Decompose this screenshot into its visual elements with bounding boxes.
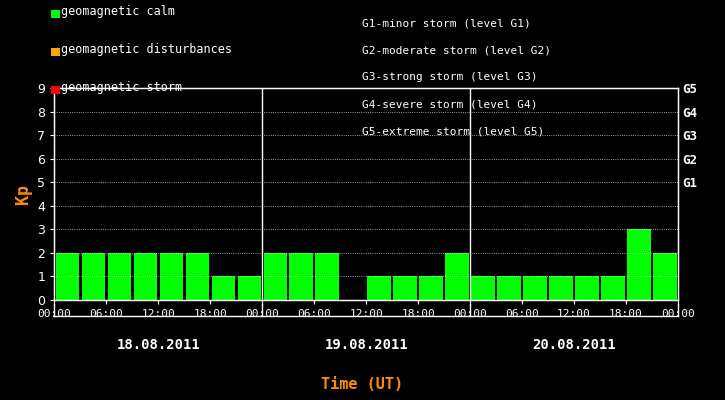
Bar: [186, 253, 209, 300]
Text: geomagnetic calm: geomagnetic calm: [61, 6, 175, 18]
Bar: [133, 253, 157, 300]
Text: Time (UT): Time (UT): [321, 377, 404, 392]
Bar: [627, 229, 650, 300]
Text: geomagnetic disturbances: geomagnetic disturbances: [61, 44, 232, 56]
Text: 20.08.2011: 20.08.2011: [532, 338, 616, 352]
Bar: [445, 253, 469, 300]
Bar: [394, 276, 417, 300]
Y-axis label: Kp: Kp: [14, 184, 32, 204]
Bar: [107, 253, 131, 300]
Bar: [575, 276, 599, 300]
Bar: [289, 253, 313, 300]
Bar: [419, 276, 443, 300]
Text: G2-moderate storm (level G2): G2-moderate storm (level G2): [362, 45, 552, 55]
Bar: [523, 276, 547, 300]
Text: G5-extreme storm (level G5): G5-extreme storm (level G5): [362, 127, 544, 137]
Text: 19.08.2011: 19.08.2011: [324, 338, 408, 352]
Bar: [601, 276, 625, 300]
Bar: [550, 276, 573, 300]
Text: G1-minor storm (level G1): G1-minor storm (level G1): [362, 18, 531, 28]
Bar: [497, 276, 521, 300]
Bar: [653, 253, 676, 300]
Bar: [82, 253, 105, 300]
Bar: [238, 276, 261, 300]
Text: G3-strong storm (level G3): G3-strong storm (level G3): [362, 72, 538, 82]
Bar: [160, 253, 183, 300]
Bar: [368, 276, 391, 300]
Text: G4-severe storm (level G4): G4-severe storm (level G4): [362, 100, 538, 110]
Bar: [56, 253, 79, 300]
Bar: [212, 276, 235, 300]
Bar: [315, 253, 339, 300]
Bar: [263, 253, 287, 300]
Text: 18.08.2011: 18.08.2011: [117, 338, 200, 352]
Bar: [471, 276, 494, 300]
Text: geomagnetic storm: geomagnetic storm: [61, 82, 182, 94]
